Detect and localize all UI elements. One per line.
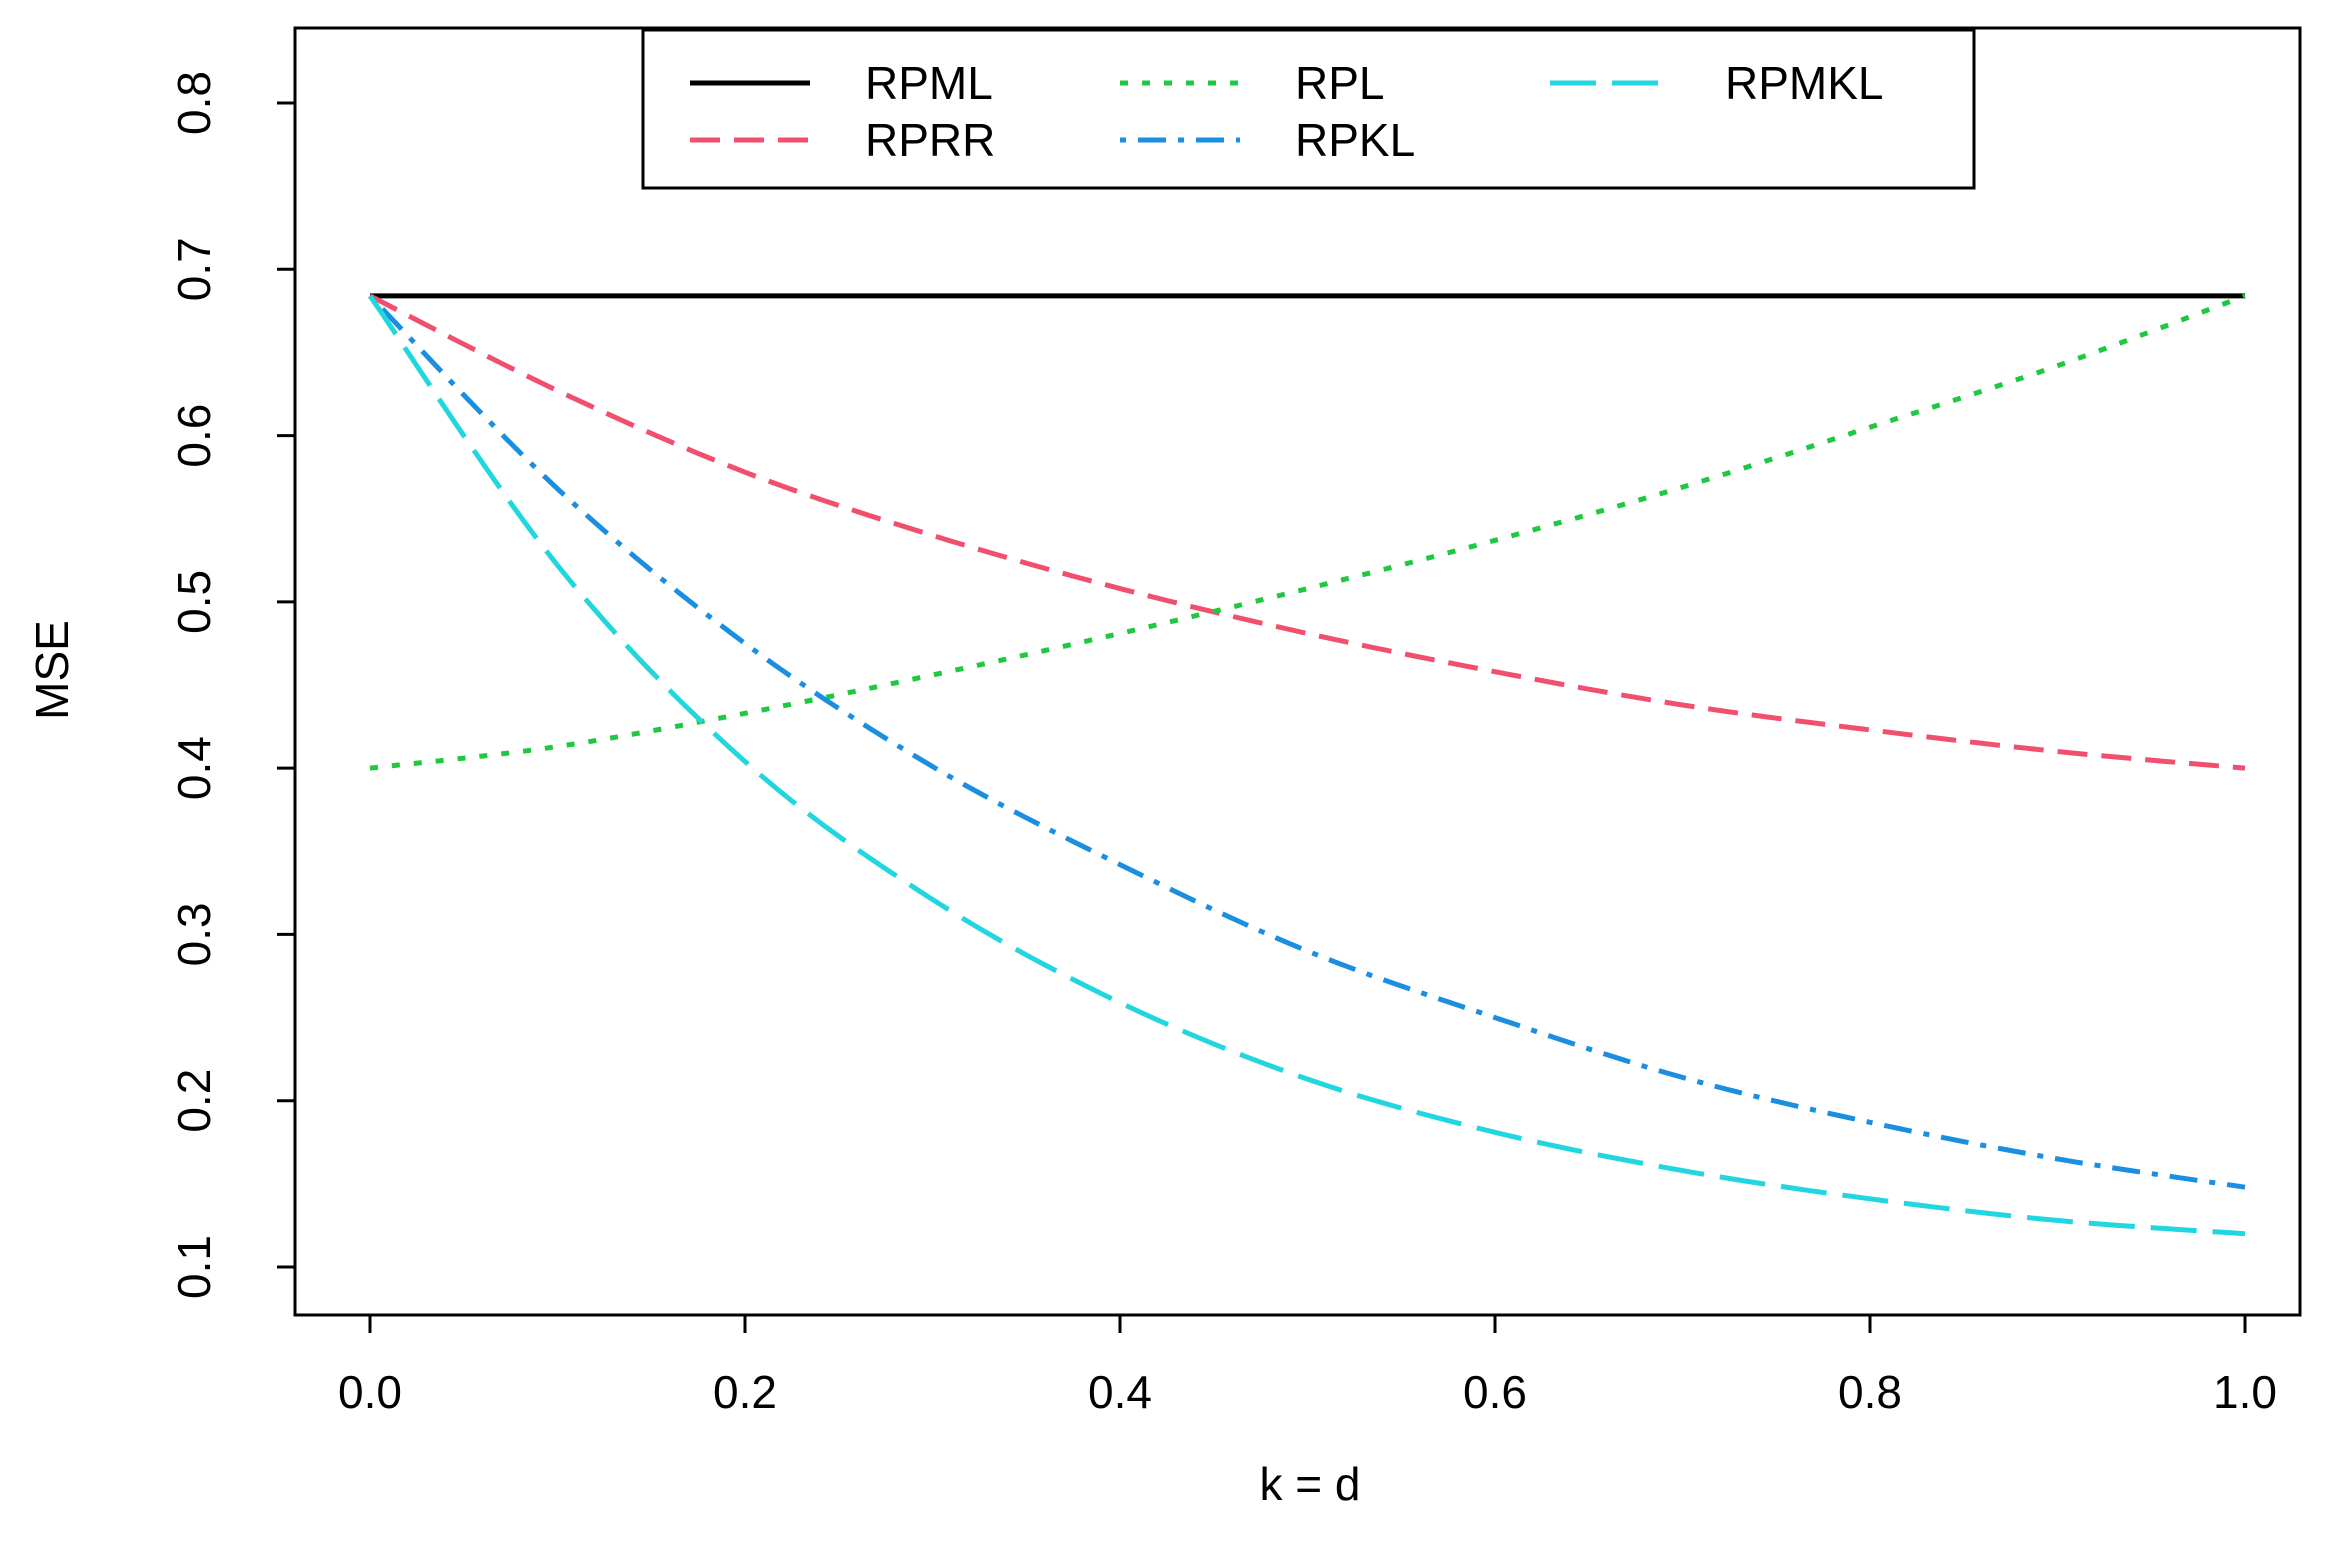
legend-label-rpl: RPL — [1295, 57, 1384, 109]
x-tick-label: 0.8 — [1838, 1366, 1902, 1418]
x-tick-label: 0.2 — [713, 1366, 777, 1418]
y-tick-label: 0.6 — [168, 404, 220, 468]
y-tick-label: 0.7 — [168, 237, 220, 301]
series-line-rpl — [369, 293, 2246, 771]
x-tick-label: 1.0 — [2213, 1366, 2277, 1418]
legend-label-rpkl: RPKL — [1295, 114, 1415, 166]
series-line-rpmkl — [367, 294, 2246, 1237]
legend-label-rprr: RPRR — [865, 114, 995, 166]
x-axis-title: k = d — [1259, 1458, 1360, 1510]
y-axis-title: MSE — [26, 620, 78, 720]
series-line-rprr — [368, 293, 2246, 771]
y-tick-label: 0.3 — [168, 902, 220, 966]
y-tick-label: 0.1 — [168, 1235, 220, 1299]
y-tick-label: 0.8 — [168, 71, 220, 135]
legend-label-rpml: RPML — [865, 57, 993, 109]
x-axis: 0.0 0.2 0.4 0.6 0.8 1.0 — [338, 1313, 2277, 1418]
x-tick-label: 0.4 — [1088, 1366, 1152, 1418]
x-tick-label: 0.6 — [1463, 1366, 1527, 1418]
series-line-rpkl — [368, 294, 2246, 1190]
y-tick-label: 0.5 — [168, 570, 220, 634]
y-axis: 0.1 0.2 0.3 0.4 0.5 0.6 0.7 0.8 — [168, 71, 297, 1299]
legend-label-rpmkl: RPMKL — [1725, 57, 1883, 109]
plot-lines — [367, 293, 2246, 1237]
y-tick-label: 0.2 — [168, 1069, 220, 1133]
legend-box — [641, 28, 1976, 190]
x-tick-label: 0.0 — [338, 1366, 402, 1418]
y-tick-label: 0.4 — [168, 736, 220, 800]
